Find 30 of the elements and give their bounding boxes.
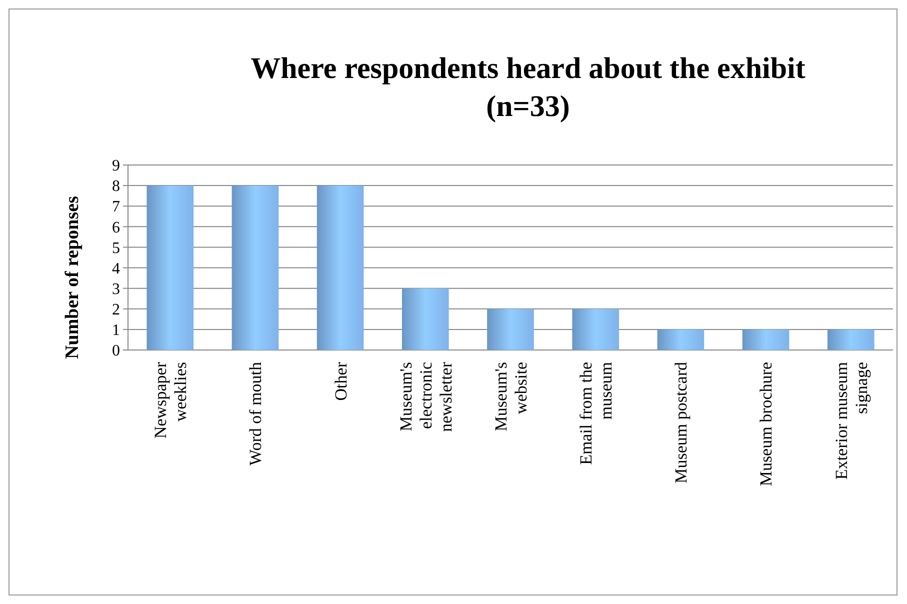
bar bbox=[402, 288, 449, 350]
y-tick-label: 5 bbox=[112, 240, 120, 257]
bar bbox=[657, 329, 704, 350]
bar bbox=[487, 308, 534, 350]
y-tick-label: 7 bbox=[112, 198, 120, 216]
y-axis-title: Number of reponses bbox=[62, 196, 83, 359]
x-tick-label: Email from the museum bbox=[576, 362, 616, 465]
x-tick-label: Museum's electronic newsletter bbox=[396, 362, 456, 432]
x-tick-label: Other bbox=[331, 362, 350, 401]
y-tick-label: 0 bbox=[112, 342, 120, 360]
bar bbox=[827, 329, 874, 350]
x-tick-label: Newspaper weeklies bbox=[151, 362, 190, 438]
y-tick-label: 1 bbox=[112, 322, 120, 340]
x-tick-label: Museum's website bbox=[491, 362, 530, 432]
x-tick-label: Word of mouth bbox=[246, 362, 266, 466]
y-tick-label: 2 bbox=[112, 301, 120, 318]
y-tick-label: 4 bbox=[112, 260, 120, 278]
bar bbox=[742, 329, 790, 350]
x-tick-label: Museum postcard bbox=[672, 362, 691, 484]
chart-title: Where respondents heard about the exhibit (n=33) bbox=[250, 52, 806, 123]
y-tick-label: 3 bbox=[112, 280, 120, 298]
y-tick-label: 9 bbox=[112, 158, 120, 175]
bar bbox=[232, 186, 279, 350]
x-tick-label: Museum brochure bbox=[756, 362, 776, 486]
bar bbox=[146, 186, 194, 350]
x-tick-label: Exterior museum signage bbox=[832, 362, 871, 480]
y-tick-label: 6 bbox=[112, 219, 120, 236]
bar bbox=[316, 186, 364, 350]
bar bbox=[572, 308, 619, 350]
y-tick-label: 8 bbox=[112, 178, 120, 196]
